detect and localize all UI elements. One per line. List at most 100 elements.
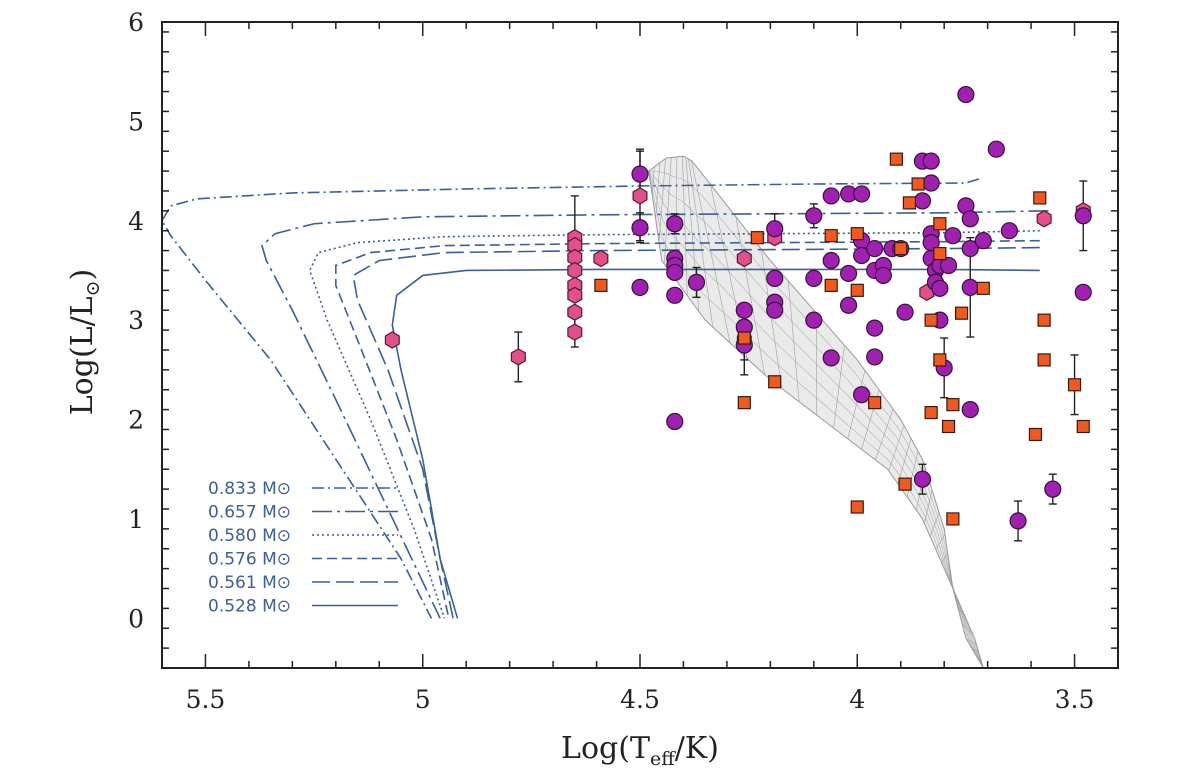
point-magenta: [853, 185, 871, 203]
legend-label: 0.580 M⊙: [208, 526, 291, 546]
point-pink: [567, 261, 583, 280]
legend: 0.833 M⊙ 0.657 M⊙ 0.580 M⊙ 0.576 M⊙ 0.561 M⊙…: [208, 479, 398, 617]
point-magenta: [922, 174, 940, 192]
point-orange: [954, 306, 969, 320]
point-magenta: [805, 207, 823, 225]
y-tick-label: 4: [128, 207, 144, 236]
point-magenta: [913, 470, 932, 488]
point-orange: [824, 278, 838, 292]
point-magenta: [822, 187, 840, 205]
point-magenta: [735, 301, 753, 319]
point-orange: [768, 375, 782, 389]
point-magenta: [822, 251, 840, 270]
y-tick-label: 5: [128, 107, 144, 136]
legend-label: 0.576 M⊙: [208, 550, 291, 570]
point-magenta: [766, 301, 784, 319]
point-orange: [898, 477, 912, 491]
plot-frame: [161, 21, 1119, 669]
point-orange: [941, 419, 956, 434]
point-magenta: [631, 278, 649, 296]
point-orange: [868, 396, 882, 410]
y-tick-label: 1: [128, 505, 144, 534]
point-magenta: [961, 278, 979, 296]
point-magenta: [957, 85, 975, 104]
cooling-tracks: [161, 178, 1049, 619]
track-line: [391, 268, 1040, 619]
point-orange: [850, 227, 864, 241]
point-pink: [632, 187, 648, 205]
point-magenta: [805, 311, 823, 329]
point-magenta: [961, 239, 979, 258]
point-orange: [737, 331, 751, 345]
point-orange: [1028, 427, 1043, 442]
point-orange: [924, 313, 938, 327]
point-orange: [1037, 313, 1051, 327]
point-magenta: [666, 286, 684, 304]
point-magenta: [853, 386, 871, 404]
x-axis-title: Log(Teff/K): [561, 731, 719, 770]
point-magenta: [1000, 222, 1018, 240]
point-magenta: [974, 232, 992, 250]
legend-label: 0.528 M⊙: [208, 597, 291, 617]
track-line: [261, 210, 1049, 619]
point-magenta: [961, 401, 979, 419]
point-magenta: [839, 264, 858, 283]
track-line: [352, 246, 1040, 619]
point-magenta: [866, 348, 884, 366]
point-pink: [567, 303, 583, 321]
point-orange: [750, 231, 764, 245]
point-orange: [889, 152, 903, 166]
point-magenta: [944, 227, 962, 245]
y-tick-label: 2: [128, 406, 144, 435]
x-tick-label: 3.5: [1055, 685, 1095, 714]
point-magenta: [866, 239, 884, 258]
point-orange: [946, 512, 960, 526]
data-points: [384, 85, 1092, 530]
point-magenta: [631, 165, 649, 183]
track-line: [161, 178, 980, 619]
point-magenta: [961, 210, 979, 228]
point-orange: [1033, 191, 1047, 205]
y-tick-label: 0: [128, 604, 144, 633]
point-orange: [594, 278, 608, 292]
point-orange: [850, 500, 864, 514]
point-orange: [924, 405, 938, 420]
point-magenta: [931, 279, 949, 297]
x-tick-label: 5: [415, 685, 431, 714]
point-pink: [1036, 210, 1052, 228]
point-magenta: [631, 219, 649, 237]
x-tick-label: 4: [849, 685, 865, 714]
point-magenta: [666, 215, 684, 233]
legend-label: 0.657 M⊙: [208, 503, 291, 523]
point-orange: [1067, 378, 1082, 392]
point-orange: [933, 353, 947, 367]
point-orange: [1037, 353, 1051, 367]
point-magenta: [805, 269, 823, 288]
grid-band-contour: [648, 170, 984, 669]
point-magenta: [822, 349, 840, 367]
point-magenta: [922, 152, 940, 170]
point-orange: [933, 217, 947, 231]
point-orange: [911, 177, 925, 191]
legend-label: 0.561 M⊙: [208, 573, 291, 593]
point-pink: [593, 249, 609, 268]
point-magenta: [939, 256, 958, 275]
point-orange: [824, 229, 838, 243]
y-axis-title: Log(L/L⊙): [65, 269, 104, 415]
point-magenta: [1009, 512, 1027, 530]
grid-band-area: [648, 155, 984, 669]
point-orange: [933, 246, 947, 261]
x-tick-label: 4.5: [620, 685, 660, 714]
point-pink: [736, 249, 752, 268]
point-orange: [737, 396, 751, 410]
axis-ticks: 5.5 5 4.5 4 3.5 0 1 2 3 4 5 6: [128, 8, 1119, 714]
point-magenta: [766, 269, 784, 288]
point-orange: [894, 241, 908, 256]
point-magenta: [687, 273, 706, 291]
x-tick-label: 5.5: [186, 685, 226, 714]
y-tick-label: 3: [128, 306, 144, 335]
point-magenta: [866, 319, 884, 337]
point-orange: [902, 196, 917, 210]
track-line: [335, 239, 1040, 619]
